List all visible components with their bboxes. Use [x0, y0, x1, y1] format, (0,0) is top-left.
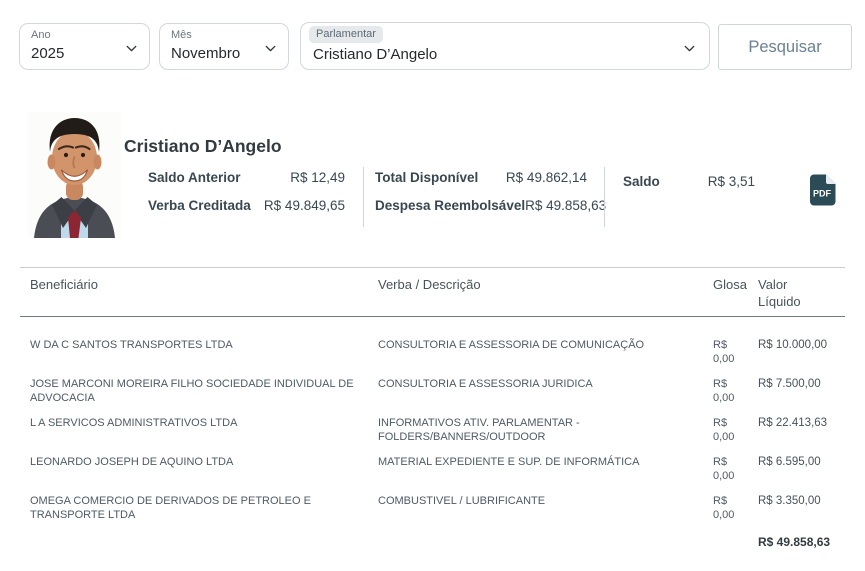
summary-label: Verba Creditada — [148, 198, 251, 213]
col-header-verba: Verba / Descrição — [378, 277, 481, 292]
cell-verba: MATERIAL EXPEDIENTE E SUP. DE INFORMÁTIC… — [378, 456, 640, 468]
search-button[interactable]: Pesquisar — [718, 24, 852, 70]
col-header-beneficiario: Beneficiário — [30, 277, 98, 292]
cell-glosa: R$ 0,00 — [713, 495, 735, 521]
summary-total-disponivel: Total Disponível R$ 49.862,14 — [375, 170, 587, 185]
summary-value: R$ 3,51 — [707, 174, 755, 189]
summary-value: R$ 49.858,63 — [525, 198, 607, 213]
summary-label: Despesa Reembolsável — [375, 198, 526, 213]
parliamentarian-value: Cristiano D’Angelo — [313, 46, 438, 63]
parliamentarian-name: Cristiano D’Angelo — [124, 136, 282, 156]
cell-beneficiario: OMEGA COMERCIO DE DERIVADOS DE PETROLEO … — [30, 495, 311, 521]
svg-text:PDF: PDF — [813, 189, 832, 199]
table-row: OMEGA COMERCIO DE DERIVADOS DE PETROLEO … — [20, 483, 845, 522]
year-label: Ano — [31, 29, 51, 41]
chevron-down-icon — [126, 45, 137, 52]
summary-label: Saldo Anterior — [148, 170, 241, 185]
year-value: 2025 — [31, 45, 65, 62]
cell-verba: CONSULTORIA E ASSESSORIA DE COMUNICAÇÃO — [378, 339, 645, 351]
summary-despesa-reembolsavel: Despesa Reembolsável R$ 49.858,63 — [375, 198, 606, 213]
summary-saldo: Saldo R$ 3,51 — [623, 174, 755, 189]
cell-verba: INFORMATIVOS ATIV. PARLAMENTAR - FOLDERS… — [378, 417, 580, 443]
total-valor-liquido: R$ 49.858,63 — [758, 535, 831, 549]
cell-beneficiario: JOSE MARCONI MOREIRA FILHO SOCIEDADE IND… — [30, 378, 354, 404]
cell-valor: R$ 22.413,63 — [758, 417, 828, 429]
month-label: Mês — [171, 29, 192, 41]
table-row: LEONARDO JOSEPH DE AQUINO LTDA MATERIAL … — [20, 444, 845, 483]
cell-valor: R$ 10.000,00 — [758, 339, 828, 351]
cell-beneficiario: LEONARDO JOSEPH DE AQUINO LTDA — [30, 456, 234, 468]
cell-valor: R$ 6.595,00 — [758, 456, 821, 468]
summary-divider — [363, 167, 364, 227]
col-header-valor-liquido: Valor Líquido — [758, 277, 801, 309]
cell-beneficiario: W DA C SANTOS TRANSPORTES LTDA — [30, 339, 233, 351]
table-row: W DA C SANTOS TRANSPORTES LTDA CONSULTOR… — [20, 327, 845, 366]
summary-value: R$ 49.849,65 — [263, 198, 345, 213]
year-select[interactable]: Ano 2025 — [19, 23, 150, 70]
parliamentarian-photo — [28, 112, 121, 238]
chevron-down-icon — [265, 45, 276, 52]
table-row: JOSE MARCONI MOREIRA FILHO SOCIEDADE IND… — [20, 366, 845, 405]
parliamentarian-label: Parlamentar — [309, 26, 383, 43]
summary-divider — [604, 167, 605, 227]
cell-glosa: R$ 0,00 — [713, 417, 735, 443]
cell-glosa: R$ 0,00 — [713, 456, 735, 482]
month-value: Novembro — [171, 45, 241, 62]
summary-verba-creditada: Verba Creditada R$ 49.849,65 — [148, 198, 345, 213]
summary-saldo-anterior: Saldo Anterior R$ 12,49 — [148, 170, 345, 185]
pdf-icon[interactable]: PDF — [809, 174, 836, 206]
summary-value: R$ 12,49 — [290, 170, 345, 185]
col-header-glosa: Glosa — [713, 277, 747, 292]
month-select[interactable]: Mês Novembro — [159, 23, 289, 70]
table-row: L A SERVICOS ADMINISTRATIVOS LTDA INFORM… — [20, 405, 845, 444]
cell-valor: R$ 3.350,00 — [758, 495, 821, 507]
table-total-row: R$ 49.858,63 — [20, 522, 845, 549]
cell-beneficiario: L A SERVICOS ADMINISTRATIVOS LTDA — [30, 417, 238, 429]
cell-glosa: R$ 0,00 — [713, 378, 735, 404]
summary-label: Total Disponível — [375, 170, 479, 185]
summary-value: R$ 49.862,14 — [505, 170, 587, 185]
parliamentarian-select[interactable]: Parlamentar Cristiano D’Angelo — [300, 22, 710, 70]
cell-valor: R$ 7.500,00 — [758, 378, 821, 390]
table-header: Beneficiário Verba / Descrição Glosa Val… — [20, 267, 845, 317]
expenses-table: Beneficiário Verba / Descrição Glosa Val… — [20, 267, 845, 549]
cell-verba: CONSULTORIA E ASSESSORIA JURIDICA — [378, 378, 593, 390]
cell-glosa: R$ 0,00 — [713, 339, 735, 365]
summary-label: Saldo — [623, 174, 660, 189]
chevron-down-icon — [684, 45, 695, 52]
cell-verba: COMBUSTIVEL / LUBRIFICANTE — [378, 495, 546, 507]
